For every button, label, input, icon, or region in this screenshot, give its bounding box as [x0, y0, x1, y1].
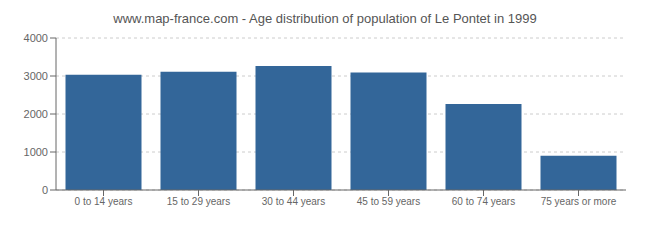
svg-text:75 years or more: 75 years or more — [541, 196, 617, 207]
html-text:www.map-france.com - Age distr: www.map-france.com - Age distribution of… — [113, 11, 537, 26]
svg-text:15 to 29 years: 15 to 29 years — [167, 196, 230, 207]
svg-text:4000: 4000 — [24, 32, 48, 44]
svg-text:2000: 2000 — [24, 108, 48, 120]
svg-text:60 to 74 years: 60 to 74 years — [452, 196, 515, 207]
svg-text:30 to 44 years: 30 to 44 years — [262, 196, 325, 207]
svg-text:3000: 3000 — [24, 70, 48, 82]
svg-text:0: 0 — [42, 184, 48, 196]
svg-text:45 to 59 years: 45 to 59 years — [357, 196, 420, 207]
svg-text:0 to 14 years: 0 to 14 years — [75, 196, 133, 207]
svg-text:1000: 1000 — [24, 146, 48, 158]
